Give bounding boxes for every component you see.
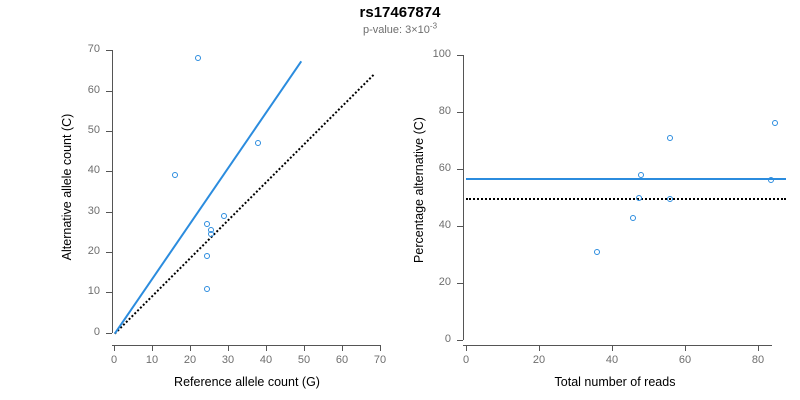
left-y-ticklabel-50: 50	[87, 124, 100, 136]
figure-header: rs17467874 p-value: 3×10-3	[0, 4, 800, 37]
p-value-text: p-value: 3×10	[362, 24, 430, 36]
left-x-ticklabel-10: 10	[145, 354, 159, 366]
scatter-point	[204, 220, 211, 227]
right-x-tick-20	[539, 345, 540, 351]
right-x-axis-title: Total number of reads	[554, 375, 676, 389]
right-x-ticklabel-20: 20	[532, 354, 546, 366]
right-x-tick-40	[612, 345, 613, 351]
panel-reference-vs-alternative: 0 10 20 30 40 50 60 70 0 10 20 30 40 50 …	[60, 43, 387, 389]
left-x-tick-40	[266, 345, 267, 351]
left-x-ticklabel-60: 60	[335, 354, 349, 366]
right-y-tick-40	[457, 226, 463, 227]
left-x-ticklabel-20: 20	[183, 354, 197, 366]
left-y-tick-20	[106, 252, 112, 253]
left-y-ticklabel-10: 10	[87, 285, 100, 297]
left-reference-line	[114, 74, 374, 335]
right-y-tick-60	[457, 169, 463, 170]
right-y-axis-line	[463, 55, 464, 340]
scatter-point	[204, 253, 211, 260]
right-x-tick-0	[466, 345, 467, 351]
right-y-ticklabel-40: 40	[438, 219, 451, 231]
page-title: rs17467874	[359, 4, 441, 21]
left-x-tick-0	[114, 345, 115, 351]
left-y-tick-30	[106, 212, 112, 213]
right-reference-line-50	[466, 197, 786, 200]
scatter-point	[768, 177, 775, 184]
right-x-ticklabel-60: 60	[678, 354, 692, 366]
right-x-tick-60	[685, 345, 686, 351]
scatter-point	[666, 195, 673, 202]
scatter-point	[635, 194, 642, 201]
right-x-ticklabel-0: 0	[462, 354, 470, 366]
left-y-tick-60	[106, 91, 112, 92]
p-value-annotation: p-value: 3×10-3	[0, 21, 800, 37]
panel-reads-vs-percentage: 0 20 40 60 80 100 0 20 40 60 80 Total nu…	[400, 0, 800, 400]
left-y-axis-line	[112, 50, 113, 333]
left-y-ticklabel-40: 40	[87, 164, 100, 176]
left-y-ticklabel-30: 30	[87, 205, 100, 217]
right-y-ticklabel-100: 100	[432, 48, 451, 60]
right-y-ticklabel-0: 0	[444, 333, 451, 345]
scatter-point	[204, 285, 211, 292]
right-y-ticklabel-80: 80	[438, 105, 451, 117]
scatter-point	[666, 134, 673, 141]
left-x-ticklabel-50: 50	[297, 354, 311, 366]
scatter-point	[255, 139, 262, 146]
right-y-tick-80	[457, 112, 463, 113]
left-x-ticklabel-0: 0	[110, 354, 118, 366]
right-y-tick-100	[457, 55, 463, 56]
right-y-ticklabel-20: 20	[438, 276, 451, 288]
left-x-ticklabel-30: 30	[221, 354, 235, 366]
left-y-tick-10	[106, 292, 112, 293]
left-fitted-line	[114, 61, 302, 335]
left-y-ticklabel-20: 20	[87, 245, 100, 257]
left-plot-area	[114, 54, 374, 335]
right-x-ticklabel-80: 80	[751, 354, 765, 366]
right-y-tick-0	[457, 340, 463, 341]
left-y-ticklabel-60: 60	[87, 84, 100, 96]
right-x-ticklabel-40: 40	[605, 354, 619, 366]
left-y-tick-50	[106, 131, 112, 132]
scatter-point	[221, 212, 228, 219]
scatter-point	[171, 172, 178, 179]
right-mean-line	[466, 177, 786, 180]
scatter-point	[637, 171, 644, 178]
right-x-tick-80	[758, 345, 759, 351]
scatter-point	[772, 120, 779, 127]
right-plot-area	[400, 0, 800, 400]
right-y-tick-20	[457, 283, 463, 284]
left-y-tick-70	[106, 50, 112, 51]
right-x-axis-line	[463, 345, 772, 346]
scatter-point	[630, 214, 637, 221]
left-y-ticklabel-0: 0	[93, 326, 100, 338]
left-y-tick-40	[106, 171, 112, 172]
left-y-ticklabel-70: 70	[87, 43, 100, 55]
left-x-axis-title: Reference allele count (G)	[174, 375, 320, 389]
left-x-ticklabel-40: 40	[259, 354, 273, 366]
left-x-ticklabel-70: 70	[373, 354, 387, 366]
scatter-point	[593, 248, 600, 255]
p-value-exponent: -3	[429, 21, 438, 31]
left-x-tick-30	[228, 345, 229, 351]
right-y-ticklabel-60: 60	[438, 162, 451, 174]
left-x-tick-70	[380, 345, 381, 351]
left-x-tick-50	[304, 345, 305, 351]
left-x-tick-20	[190, 345, 191, 351]
scatter-point	[207, 230, 214, 237]
left-x-axis-line	[112, 345, 380, 346]
left-y-tick-0	[106, 333, 112, 334]
left-x-tick-60	[342, 345, 343, 351]
left-x-tick-10	[152, 345, 153, 351]
scatter-point	[194, 54, 201, 61]
